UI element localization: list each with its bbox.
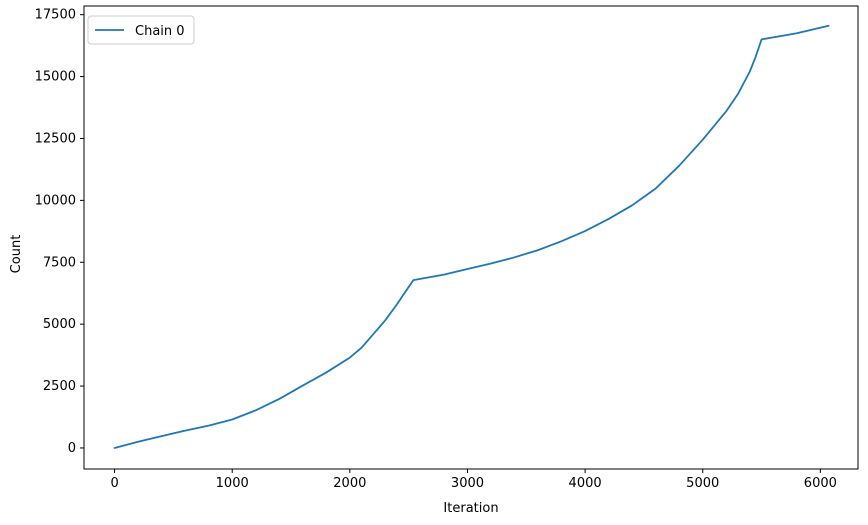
x-tick-label: 1000 xyxy=(216,476,249,491)
series-layer xyxy=(113,24,830,449)
y-tick-label: 5000 xyxy=(43,317,76,332)
y-tick-label: 7500 xyxy=(43,255,76,270)
legend: Chain 0 xyxy=(87,15,195,45)
legend-box xyxy=(87,15,195,45)
y-tick-label: 17500 xyxy=(35,8,76,23)
x-axis-ticks: 0 1000 2000 3000 4000 5000 6000 xyxy=(110,469,837,491)
x-axis-label: Iteration xyxy=(443,501,498,516)
y-axis-label: Count xyxy=(9,235,24,274)
legend-entry-chain-0: Chain 0 xyxy=(135,24,185,39)
series-line-chain-0 xyxy=(113,24,830,449)
y-axis-ticks: 0 2500 5000 7500 10000 12500 15000 17500 xyxy=(35,8,84,456)
x-tick-label: 2000 xyxy=(333,476,366,491)
plot-area-border xyxy=(83,5,859,470)
y-tick-label: 15000 xyxy=(35,70,76,85)
x-tick-label: 4000 xyxy=(569,476,602,491)
y-tick-label: 10000 xyxy=(35,193,76,208)
x-tick-label: 3000 xyxy=(451,476,484,491)
y-tick-label: 2500 xyxy=(43,379,76,394)
plot-frame xyxy=(83,5,859,470)
x-tick-label: 5000 xyxy=(686,476,719,491)
y-tick-label: 0 xyxy=(68,441,76,456)
x-tick-label: 0 xyxy=(110,476,118,491)
x-tick-label: 6000 xyxy=(804,476,837,491)
y-tick-label: 12500 xyxy=(35,131,76,146)
